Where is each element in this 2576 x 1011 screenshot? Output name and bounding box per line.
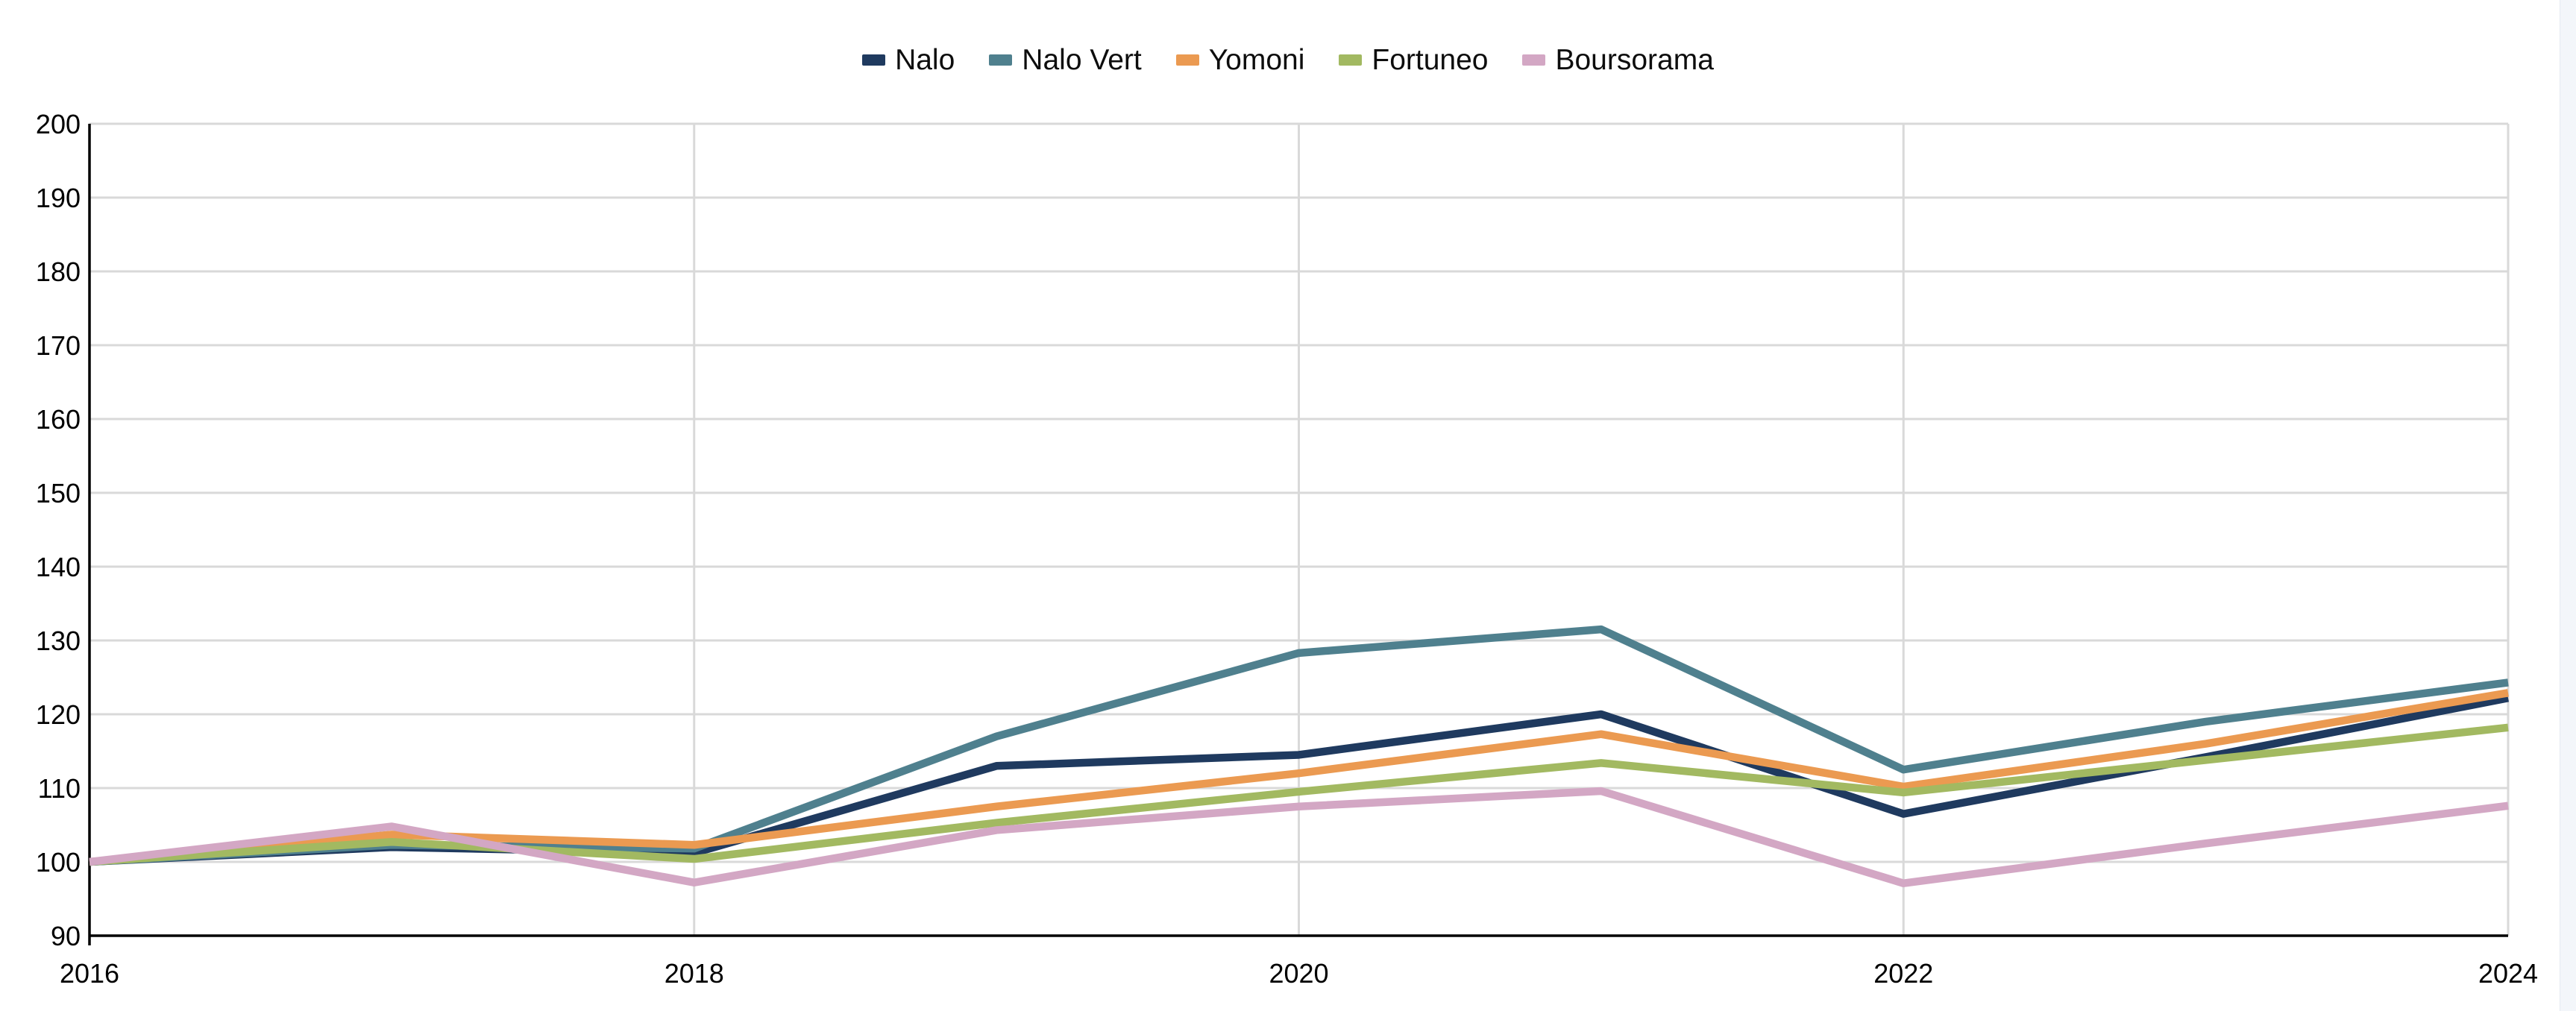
series-lines xyxy=(89,625,2510,887)
x-axis-tick-label: 2022 xyxy=(1873,958,1933,989)
y-axis-tick-label: 200 xyxy=(36,109,81,139)
x-axis-tick-label: 2020 xyxy=(1269,958,1328,989)
x-axis-tick-label: 2016 xyxy=(60,958,119,989)
y-axis-tick-label: 100 xyxy=(36,847,81,878)
legend-item-boursorama: Boursorama xyxy=(1522,43,1714,76)
legend-item-fortuneo: Fortuneo xyxy=(1339,45,1488,75)
legend-swatch-icon xyxy=(989,54,1013,66)
y-axis-tick-label: 160 xyxy=(36,404,81,435)
legend-swatch-icon xyxy=(1339,54,1363,66)
y-axis-tick-label: 140 xyxy=(36,552,81,582)
legend-label: Fortuneo xyxy=(1372,43,1489,76)
legend-label: Nalo xyxy=(895,43,955,76)
gridlines xyxy=(89,122,2510,936)
y-axis-tick-label: 150 xyxy=(36,478,81,508)
x-axis-tick-label: 2024 xyxy=(2478,958,2538,989)
x-axis-tick-label: 2018 xyxy=(665,958,724,989)
x-axis-tick-labels: 2016 2018 2020 2022 2024 xyxy=(60,958,2538,989)
y-axis-tick-label: 110 xyxy=(38,773,81,804)
legend-item-yomoni: Yomoni xyxy=(1175,43,1305,76)
legend-label: Boursorama xyxy=(1555,43,1714,76)
legend-label: Nalo Vert xyxy=(1022,43,1142,76)
y-axis-tick-label: 90 xyxy=(51,921,81,951)
scrollbar[interactable] xyxy=(2560,0,2576,1011)
y-axis-tick-label: 190 xyxy=(36,183,81,213)
y-axis-tick-label: 180 xyxy=(36,256,81,287)
y-axis-tick-label: 120 xyxy=(36,699,81,730)
legend-item-nalo-vert: Nalo Vert xyxy=(989,43,1142,76)
legend-label: Yomoni xyxy=(1208,43,1305,76)
y-axis-tick-label: 130 xyxy=(36,626,81,656)
series-line-yomoni xyxy=(89,689,2509,866)
axes xyxy=(88,124,2508,945)
y-axis-tick-labels: 90 100 110 120 130 140 150 160 170 180 190 200 xyxy=(36,109,81,951)
legend-swatch-icon xyxy=(1522,54,1546,66)
series-line-boursorama xyxy=(89,787,2509,887)
chart-legend: Nalo Nalo Vert Yomoni Fortuneo Boursorama xyxy=(0,42,2576,78)
y-axis-tick-label: 170 xyxy=(36,330,81,361)
legend-item-nalo: Nalo xyxy=(862,45,955,75)
legend-swatch-icon xyxy=(1175,54,1199,66)
legend-swatch-icon xyxy=(862,54,886,66)
